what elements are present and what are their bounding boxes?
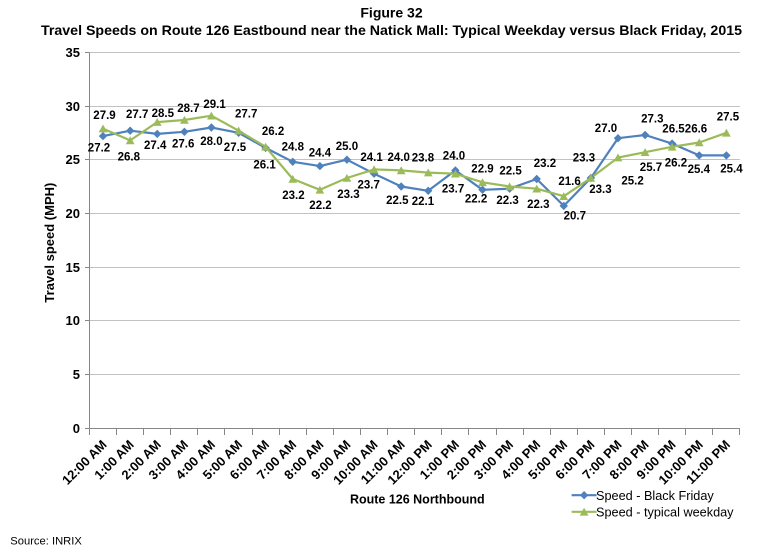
svg-text:28.7: 28.7 bbox=[177, 103, 199, 115]
svg-text:23.3: 23.3 bbox=[589, 184, 611, 196]
svg-text:5: 5 bbox=[73, 367, 80, 382]
svg-text:27.9: 27.9 bbox=[93, 110, 115, 122]
svg-text:21.6: 21.6 bbox=[558, 176, 580, 188]
svg-text:22.3: 22.3 bbox=[527, 199, 549, 211]
svg-text:25.4: 25.4 bbox=[688, 164, 711, 176]
svg-text:27.7: 27.7 bbox=[235, 109, 257, 121]
svg-text:Speed - typical weekday: Speed - typical weekday bbox=[596, 505, 734, 519]
svg-text:27.2: 27.2 bbox=[88, 143, 110, 155]
svg-text:24.1: 24.1 bbox=[360, 152, 383, 164]
svg-text:15: 15 bbox=[66, 260, 80, 275]
svg-text:Travel Speeds on Route 126 Eas: Travel Speeds on Route 126 Eastbound nea… bbox=[41, 22, 742, 38]
svg-text:25: 25 bbox=[66, 152, 80, 167]
svg-text:26.2: 26.2 bbox=[262, 126, 284, 138]
svg-text:Route 126 Northbound: Route 126 Northbound bbox=[350, 492, 485, 506]
svg-text:20.7: 20.7 bbox=[564, 210, 586, 222]
svg-text:26.6: 26.6 bbox=[685, 123, 707, 135]
svg-text:24.0: 24.0 bbox=[388, 152, 410, 164]
svg-text:22.3: 22.3 bbox=[496, 195, 518, 207]
svg-text:26.5: 26.5 bbox=[662, 123, 685, 135]
svg-text:23.8: 23.8 bbox=[412, 152, 435, 164]
svg-text:26.2: 26.2 bbox=[665, 157, 687, 169]
svg-text:Source: INRIX: Source: INRIX bbox=[10, 536, 82, 548]
svg-text:35: 35 bbox=[66, 45, 80, 60]
svg-text:23.2: 23.2 bbox=[282, 190, 304, 202]
svg-text:23.3: 23.3 bbox=[337, 189, 359, 201]
svg-text:20: 20 bbox=[66, 206, 80, 221]
svg-text:27.5: 27.5 bbox=[717, 112, 740, 124]
svg-text:30: 30 bbox=[66, 99, 80, 114]
svg-text:22.2: 22.2 bbox=[465, 194, 487, 206]
svg-text:28.0: 28.0 bbox=[200, 136, 222, 148]
svg-text:23.3: 23.3 bbox=[573, 152, 595, 164]
svg-text:27.3: 27.3 bbox=[641, 113, 663, 125]
svg-text:27.5: 27.5 bbox=[224, 142, 247, 154]
svg-text:25.0: 25.0 bbox=[336, 141, 358, 153]
svg-text:Travel speed (MPH): Travel speed (MPH) bbox=[42, 183, 57, 303]
svg-text:23.7: 23.7 bbox=[358, 179, 380, 191]
svg-text:26.1: 26.1 bbox=[253, 159, 276, 171]
svg-text:22.2: 22.2 bbox=[309, 200, 331, 212]
svg-text:23.7: 23.7 bbox=[442, 184, 464, 196]
svg-text:25.2: 25.2 bbox=[621, 175, 643, 187]
svg-text:25.7: 25.7 bbox=[640, 162, 662, 174]
svg-text:23.2: 23.2 bbox=[534, 158, 556, 170]
svg-text:Speed - Black Friday: Speed - Black Friday bbox=[596, 489, 714, 503]
svg-text:26.8: 26.8 bbox=[118, 151, 141, 163]
svg-text:28.5: 28.5 bbox=[152, 108, 175, 120]
svg-text:29.1: 29.1 bbox=[203, 99, 226, 111]
svg-text:Figure 32: Figure 32 bbox=[360, 4, 422, 20]
svg-text:22.1: 22.1 bbox=[412, 196, 435, 208]
svg-text:25.4: 25.4 bbox=[720, 164, 743, 176]
svg-text:22.9: 22.9 bbox=[471, 164, 493, 176]
svg-text:10: 10 bbox=[66, 313, 80, 328]
svg-text:27.0: 27.0 bbox=[595, 123, 617, 135]
svg-text:24.4: 24.4 bbox=[309, 148, 332, 160]
svg-text:0: 0 bbox=[73, 421, 80, 436]
svg-text:27.4: 27.4 bbox=[144, 140, 167, 152]
svg-text:22.5: 22.5 bbox=[499, 165, 522, 177]
svg-text:24.8: 24.8 bbox=[282, 141, 305, 153]
svg-text:27.6: 27.6 bbox=[172, 138, 194, 150]
svg-text:27.7: 27.7 bbox=[126, 109, 148, 121]
svg-text:24.0: 24.0 bbox=[443, 151, 465, 163]
svg-text:22.5: 22.5 bbox=[386, 195, 409, 207]
